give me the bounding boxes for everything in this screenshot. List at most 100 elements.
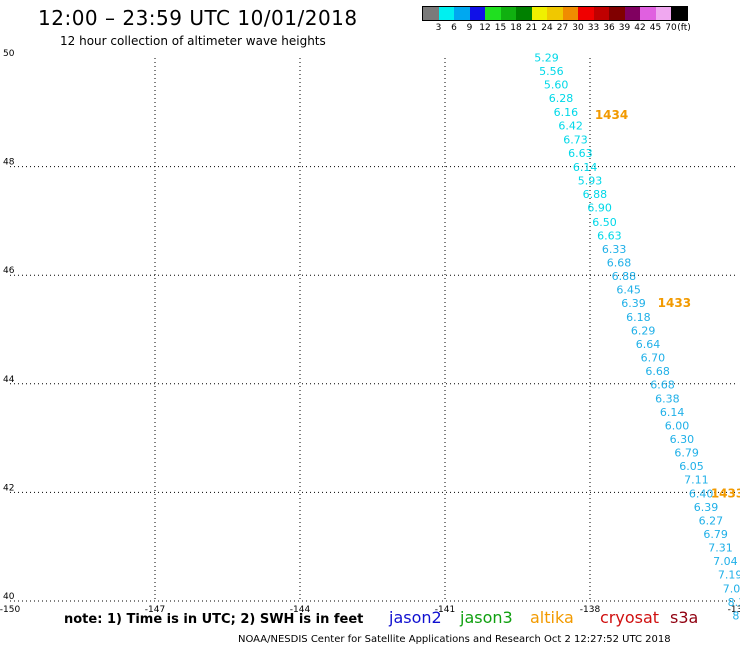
wave-height-value: 8.14 <box>732 609 740 622</box>
scale-swatch <box>655 7 671 20</box>
wave-height-color-scale: 3 6 9 12 15 18 21 24 27 30 33 36 39 42 45 70 (ft) <box>422 6 691 35</box>
longitude-tick-label: -144 <box>290 605 311 615</box>
satellite-legend-s3a: s3a <box>670 608 699 627</box>
color-scale-swatches <box>422 6 688 21</box>
wave-height-value: 6.42 <box>558 120 583 133</box>
wave-height-value: 7.31 <box>708 542 733 555</box>
wave-height-value: 6.63 <box>597 229 622 242</box>
footer-note: note: 1) Time is in UTC; 2) SWH is in fe… <box>64 612 364 627</box>
wave-height-value: 6.00 <box>665 419 690 432</box>
wave-height-value: 6.88 <box>583 188 608 201</box>
wave-height-value: 7.11 <box>684 474 709 487</box>
latitude-tick-label: 40 <box>3 592 15 602</box>
wave-height-value: 6.39 <box>694 501 719 514</box>
wave-height-value: 6.40 <box>689 487 714 500</box>
scale-swatch <box>454 7 470 20</box>
wave-height-value: 8.39 <box>728 596 740 609</box>
wave-height-value: 6.28 <box>549 92 574 105</box>
wave-height-value: 6.30 <box>670 433 695 446</box>
wave-height-value: 6.18 <box>626 311 651 324</box>
scale-swatch <box>609 7 625 20</box>
longitude-tick-label: -141 <box>435 605 455 615</box>
scale-unit: (ft) <box>677 23 691 33</box>
scale-swatch <box>562 7 578 20</box>
wave-height-value: 6.33 <box>602 243 627 256</box>
wave-height-value: 6.70 <box>641 352 666 365</box>
wave-height-value: 6.29 <box>631 324 656 337</box>
latitude-tick-label: 42 <box>3 483 14 493</box>
wave-height-value: 6.64 <box>636 338 661 351</box>
scale-label: 6 <box>451 23 457 33</box>
wave-height-value: 6.45 <box>616 284 641 297</box>
scale-label: 24 <box>541 23 553 33</box>
scale-swatch <box>578 7 594 20</box>
satellite-legend-altika: altika <box>530 608 574 627</box>
wave-height-value: 6.63 <box>568 147 593 160</box>
footer-credit: NOAA/NESDIS Center for Satellite Applica… <box>238 634 671 645</box>
wave-height-value: 7.04 <box>713 555 738 568</box>
pass-number-label: 1434 <box>595 108 628 122</box>
scale-label: 33 <box>587 23 600 33</box>
scale-label: 30 <box>572 23 584 33</box>
wave-height-value: 6.27 <box>699 514 724 527</box>
scale-swatch <box>547 7 563 20</box>
wave-height-value: 6.68 <box>645 365 670 378</box>
scale-label: 27 <box>556 23 569 33</box>
wave-height-value: 6.38 <box>655 392 680 405</box>
wave-height-value: 7.19 <box>718 569 740 582</box>
longitude-tick-label: -138 <box>580 605 601 615</box>
wave-height-value: 6.39 <box>621 297 646 310</box>
wave-height-value: 5.60 <box>544 78 569 91</box>
scale-label: 12 <box>479 23 491 33</box>
latitude-tick-label: 50 <box>3 49 15 59</box>
scale-swatch <box>531 7 547 20</box>
map-subtitle: 12 hour collection of altimeter wave hei… <box>60 34 326 48</box>
wave-height-value: 6.14 <box>573 161 598 174</box>
map-title: 12:00 – 23:59 UTC 10/01/2018 <box>38 6 358 30</box>
satellite-legend-jason3: jason3 <box>460 608 513 627</box>
scale-swatch <box>593 7 609 20</box>
longitude-tick-label: -147 <box>145 605 165 615</box>
scale-label: 3 <box>435 23 442 33</box>
longitude-tick-label: -150 <box>0 605 20 615</box>
scale-label: 42 <box>634 23 646 33</box>
scale-label: 39 <box>618 23 631 33</box>
color-scale-labels: 3 6 9 12 15 18 21 24 27 30 33 36 39 42 45 70 (ft) <box>422 21 691 35</box>
latitude-tick-label: 48 <box>3 158 15 168</box>
scale-swatch <box>640 7 656 20</box>
wave-height-value: 7.04 <box>723 582 740 595</box>
scale-label: 36 <box>603 23 615 33</box>
scale-swatch <box>624 7 640 20</box>
scale-swatch <box>469 7 485 20</box>
scale-swatch <box>438 7 454 20</box>
wave-height-value: 6.90 <box>587 202 612 215</box>
wave-height-value: 6.50 <box>592 216 617 229</box>
scale-label: 9 <box>466 23 473 33</box>
longitude-tick-label: -13 <box>728 605 740 615</box>
wave-height-value: 6.68 <box>650 379 675 392</box>
scale-label: 45 <box>649 23 662 33</box>
wave-height-value: 5.29 <box>534 51 559 64</box>
scale-label: 15 <box>494 23 507 33</box>
wave-height-value: 6.14 <box>660 406 685 419</box>
latitude-tick-label: 44 <box>3 375 15 385</box>
satellite-legend-cryosat: cryosat <box>600 608 660 627</box>
scale-label: 21 <box>525 23 538 33</box>
latitude-tick-label: 46 <box>3 266 15 276</box>
scale-swatch <box>516 7 532 20</box>
scale-swatch <box>485 7 501 20</box>
wave-height-value: 6.79 <box>674 447 699 460</box>
wave-height-value: 6.88 <box>612 270 637 283</box>
wave-height-value: 6.16 <box>554 106 579 119</box>
scale-label: 70 <box>665 23 677 33</box>
wave-height-value: 6.68 <box>607 257 632 270</box>
pass-number-label: 1433 <box>658 296 691 310</box>
scale-swatch <box>423 7 439 20</box>
satellite-legend-jason2: jason2 <box>389 608 442 627</box>
scale-swatch <box>671 7 687 20</box>
wave-height-value: 5.56 <box>539 65 564 78</box>
wave-height-value: 5.93 <box>578 175 603 188</box>
scale-swatch <box>500 7 516 20</box>
wave-height-value: 6.79 <box>703 528 728 541</box>
